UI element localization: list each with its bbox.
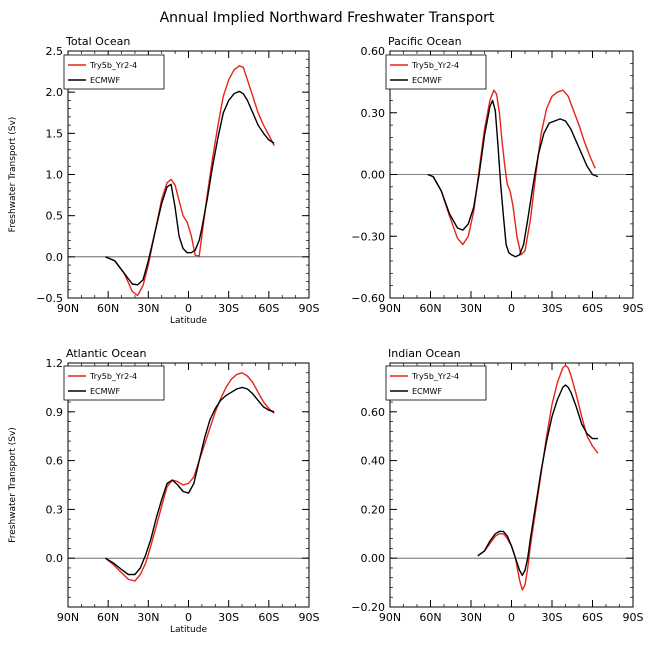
chart-3-x-tick-label: 0 bbox=[508, 611, 515, 624]
chart-1-x-tick-label: 30S bbox=[542, 302, 563, 315]
chart-0-y-tick-label: 1.5 bbox=[46, 127, 64, 140]
chart-0-legend-label: Try5b_Yr2-4 bbox=[89, 61, 137, 70]
chart-2-x-tick-label: 90N bbox=[57, 611, 79, 624]
chart-3-x-tick-label: 90N bbox=[379, 611, 401, 624]
chart-3-legend-box bbox=[385, 365, 487, 401]
chart-1-series-ecmwf-line bbox=[427, 99, 599, 258]
chart-3-legend-label: ECMWF bbox=[412, 387, 442, 396]
chart-3-x-tick-label: 90S bbox=[623, 611, 644, 624]
chart-0-x-tick-label: 30S bbox=[218, 302, 239, 315]
chart-2-y-tick-label: 0.0 bbox=[46, 552, 64, 565]
chart-1-series-model-line bbox=[427, 89, 596, 256]
chart-2-x-tick-label: 30N bbox=[137, 611, 159, 624]
chart-1-y-tick-label: −0.60 bbox=[351, 292, 385, 305]
chart-2-legend-label: ECMWF bbox=[90, 387, 120, 396]
chart-2-legend-label: Try5b_Yr2-4 bbox=[89, 372, 137, 381]
chart-1-legend: Try5b_Yr2-4 ECMWF bbox=[385, 54, 487, 90]
chart-1-title: Pacific Ocean bbox=[388, 35, 462, 48]
chart-0-x-tick-label: 30N bbox=[137, 302, 159, 315]
chart-3-x-tick-label: 30N bbox=[460, 611, 482, 624]
chart-0-x-tick-label: 90N bbox=[57, 302, 79, 315]
chart-1-legend-label: Try5b_Yr2-4 bbox=[411, 61, 459, 70]
chart-2-y-tick-label: 0.9 bbox=[46, 406, 64, 419]
chart-1-x-tick-label: 30N bbox=[460, 302, 482, 315]
chart-3-x-tick-label: 60N bbox=[419, 611, 441, 624]
chart-2-frame bbox=[67, 362, 310, 608]
chart-0-x-axis-label: Latitude bbox=[170, 316, 208, 326]
figure-title: Annual Implied Northward Freshwater Tran… bbox=[160, 10, 495, 26]
chart-1-x-tick-label: 90N bbox=[379, 302, 401, 315]
chart-2-legend-box bbox=[63, 365, 165, 401]
chart-3-legend: Try5b_Yr2-4 ECMWF bbox=[385, 365, 487, 401]
chart-3-series-ecmwf-line bbox=[477, 384, 598, 576]
chart-0-x-tick-label: 60S bbox=[258, 302, 279, 315]
chart-3-y-tick-label: 0.40 bbox=[361, 455, 386, 468]
chart-1-x-tick-label: 60S bbox=[582, 302, 603, 315]
chart-2-title: Atlantic Ocean bbox=[66, 347, 147, 360]
chart-2-y-axis-label: Freshwater Transport (Sv) bbox=[8, 427, 18, 543]
chart-1: Pacific Ocean 90N 60N 30N 0 30S 60S 90S −0.60 −0.… bbox=[351, 35, 643, 315]
chart-3-series-model-line bbox=[477, 364, 599, 591]
chart-0-legend-label: ECMWF bbox=[90, 76, 120, 85]
chart-0-y-tick-label: 0.5 bbox=[46, 210, 64, 223]
chart-2-x-axis-label: Latitude bbox=[170, 625, 208, 635]
chart-1-legend-label: ECMWF bbox=[412, 76, 442, 85]
chart-0-y-axis-label: Freshwater Transport (Sv) bbox=[8, 117, 18, 233]
chart-0-y-tick-label: 0.0 bbox=[46, 251, 64, 264]
chart-0-legend-box bbox=[63, 54, 165, 90]
chart-3-frame bbox=[389, 362, 634, 608]
chart-0-series-ecmwf-line bbox=[105, 90, 275, 286]
chart-3-y-tick-label: 0.20 bbox=[361, 503, 386, 516]
chart-0-x-tick-label: 0 bbox=[185, 302, 192, 315]
chart-3-x-tick-label: 60S bbox=[582, 611, 603, 624]
chart-0-y-tick-label: 1.0 bbox=[46, 169, 64, 182]
chart-0-y-tick-label: 2.5 bbox=[46, 45, 64, 58]
chart-1-frame bbox=[389, 50, 634, 299]
chart-1-x-tick-label: 0 bbox=[508, 302, 515, 315]
chart-1-x-tick-label: 90S bbox=[623, 302, 644, 315]
chart-0-x-tick-label: 60N bbox=[97, 302, 119, 315]
chart-2-y-tick-label: 0.6 bbox=[46, 455, 64, 468]
chart-0-frame bbox=[67, 50, 310, 299]
chart-3-y-tick-label: −0.20 bbox=[351, 601, 385, 614]
chart-0-series-model-line bbox=[105, 65, 275, 297]
chart-0-legend: Try5b_Yr2-4 ECMWF bbox=[63, 54, 165, 90]
chart-3-x-tick-label: 30S bbox=[542, 611, 563, 624]
chart-0-x-tick-label: 90S bbox=[299, 302, 320, 315]
chart-3-legend-label: Try5b_Yr2-4 bbox=[411, 372, 459, 381]
chart-2-x-tick-label: 90S bbox=[299, 611, 320, 624]
chart-2-y-tick-label: 1.2 bbox=[46, 357, 64, 370]
chart-1-x-tick-label: 60N bbox=[419, 302, 441, 315]
chart-1-legend-box bbox=[385, 54, 487, 90]
chart-2-x-tick-label: 60S bbox=[258, 611, 279, 624]
chart-3-y-tick-label: 0.00 bbox=[361, 552, 386, 565]
chart-2-x-tick-label: 0 bbox=[185, 611, 192, 624]
chart-1-y-tick-label: 0.00 bbox=[361, 169, 386, 182]
chart-1-y-tick-label: 0.30 bbox=[361, 107, 386, 120]
chart-3-title: Indian Ocean bbox=[388, 347, 461, 360]
chart-0-y-tick-label: 2.0 bbox=[46, 86, 64, 99]
chart-2-x-tick-label: 60N bbox=[97, 611, 119, 624]
chart-0-title: Total Ocean bbox=[65, 35, 130, 48]
chart-3: Indian Ocean 90N 60N 30N 0 30S 60S 90S −0.20 0.00… bbox=[351, 347, 643, 624]
chart-2-y-tick-label: 0.3 bbox=[46, 503, 64, 516]
chart-2-legend: Try5b_Yr2-4 ECMWF bbox=[63, 365, 165, 401]
chart-1-y-tick-label: −0.30 bbox=[351, 230, 385, 243]
chart-1-y-tick-label: 0.60 bbox=[361, 45, 386, 58]
chart-2-series-ecmwf-line bbox=[105, 386, 275, 576]
chart-2-series-model-line bbox=[105, 372, 275, 582]
chart-0: Total Ocean 90N 60N 30N 0 30S 60S 90S −0.5 0.0 0.5… bbox=[8, 35, 320, 326]
chart-2-x-tick-label: 30S bbox=[218, 611, 239, 624]
chart-2: Atlantic Ocean 90N 60N 30N 0 30S 60S 90S 0.0 0.3 0… bbox=[8, 347, 320, 635]
chart-0-y-tick-label: −0.5 bbox=[36, 292, 63, 305]
chart-3-y-tick-label: 0.60 bbox=[361, 406, 386, 419]
